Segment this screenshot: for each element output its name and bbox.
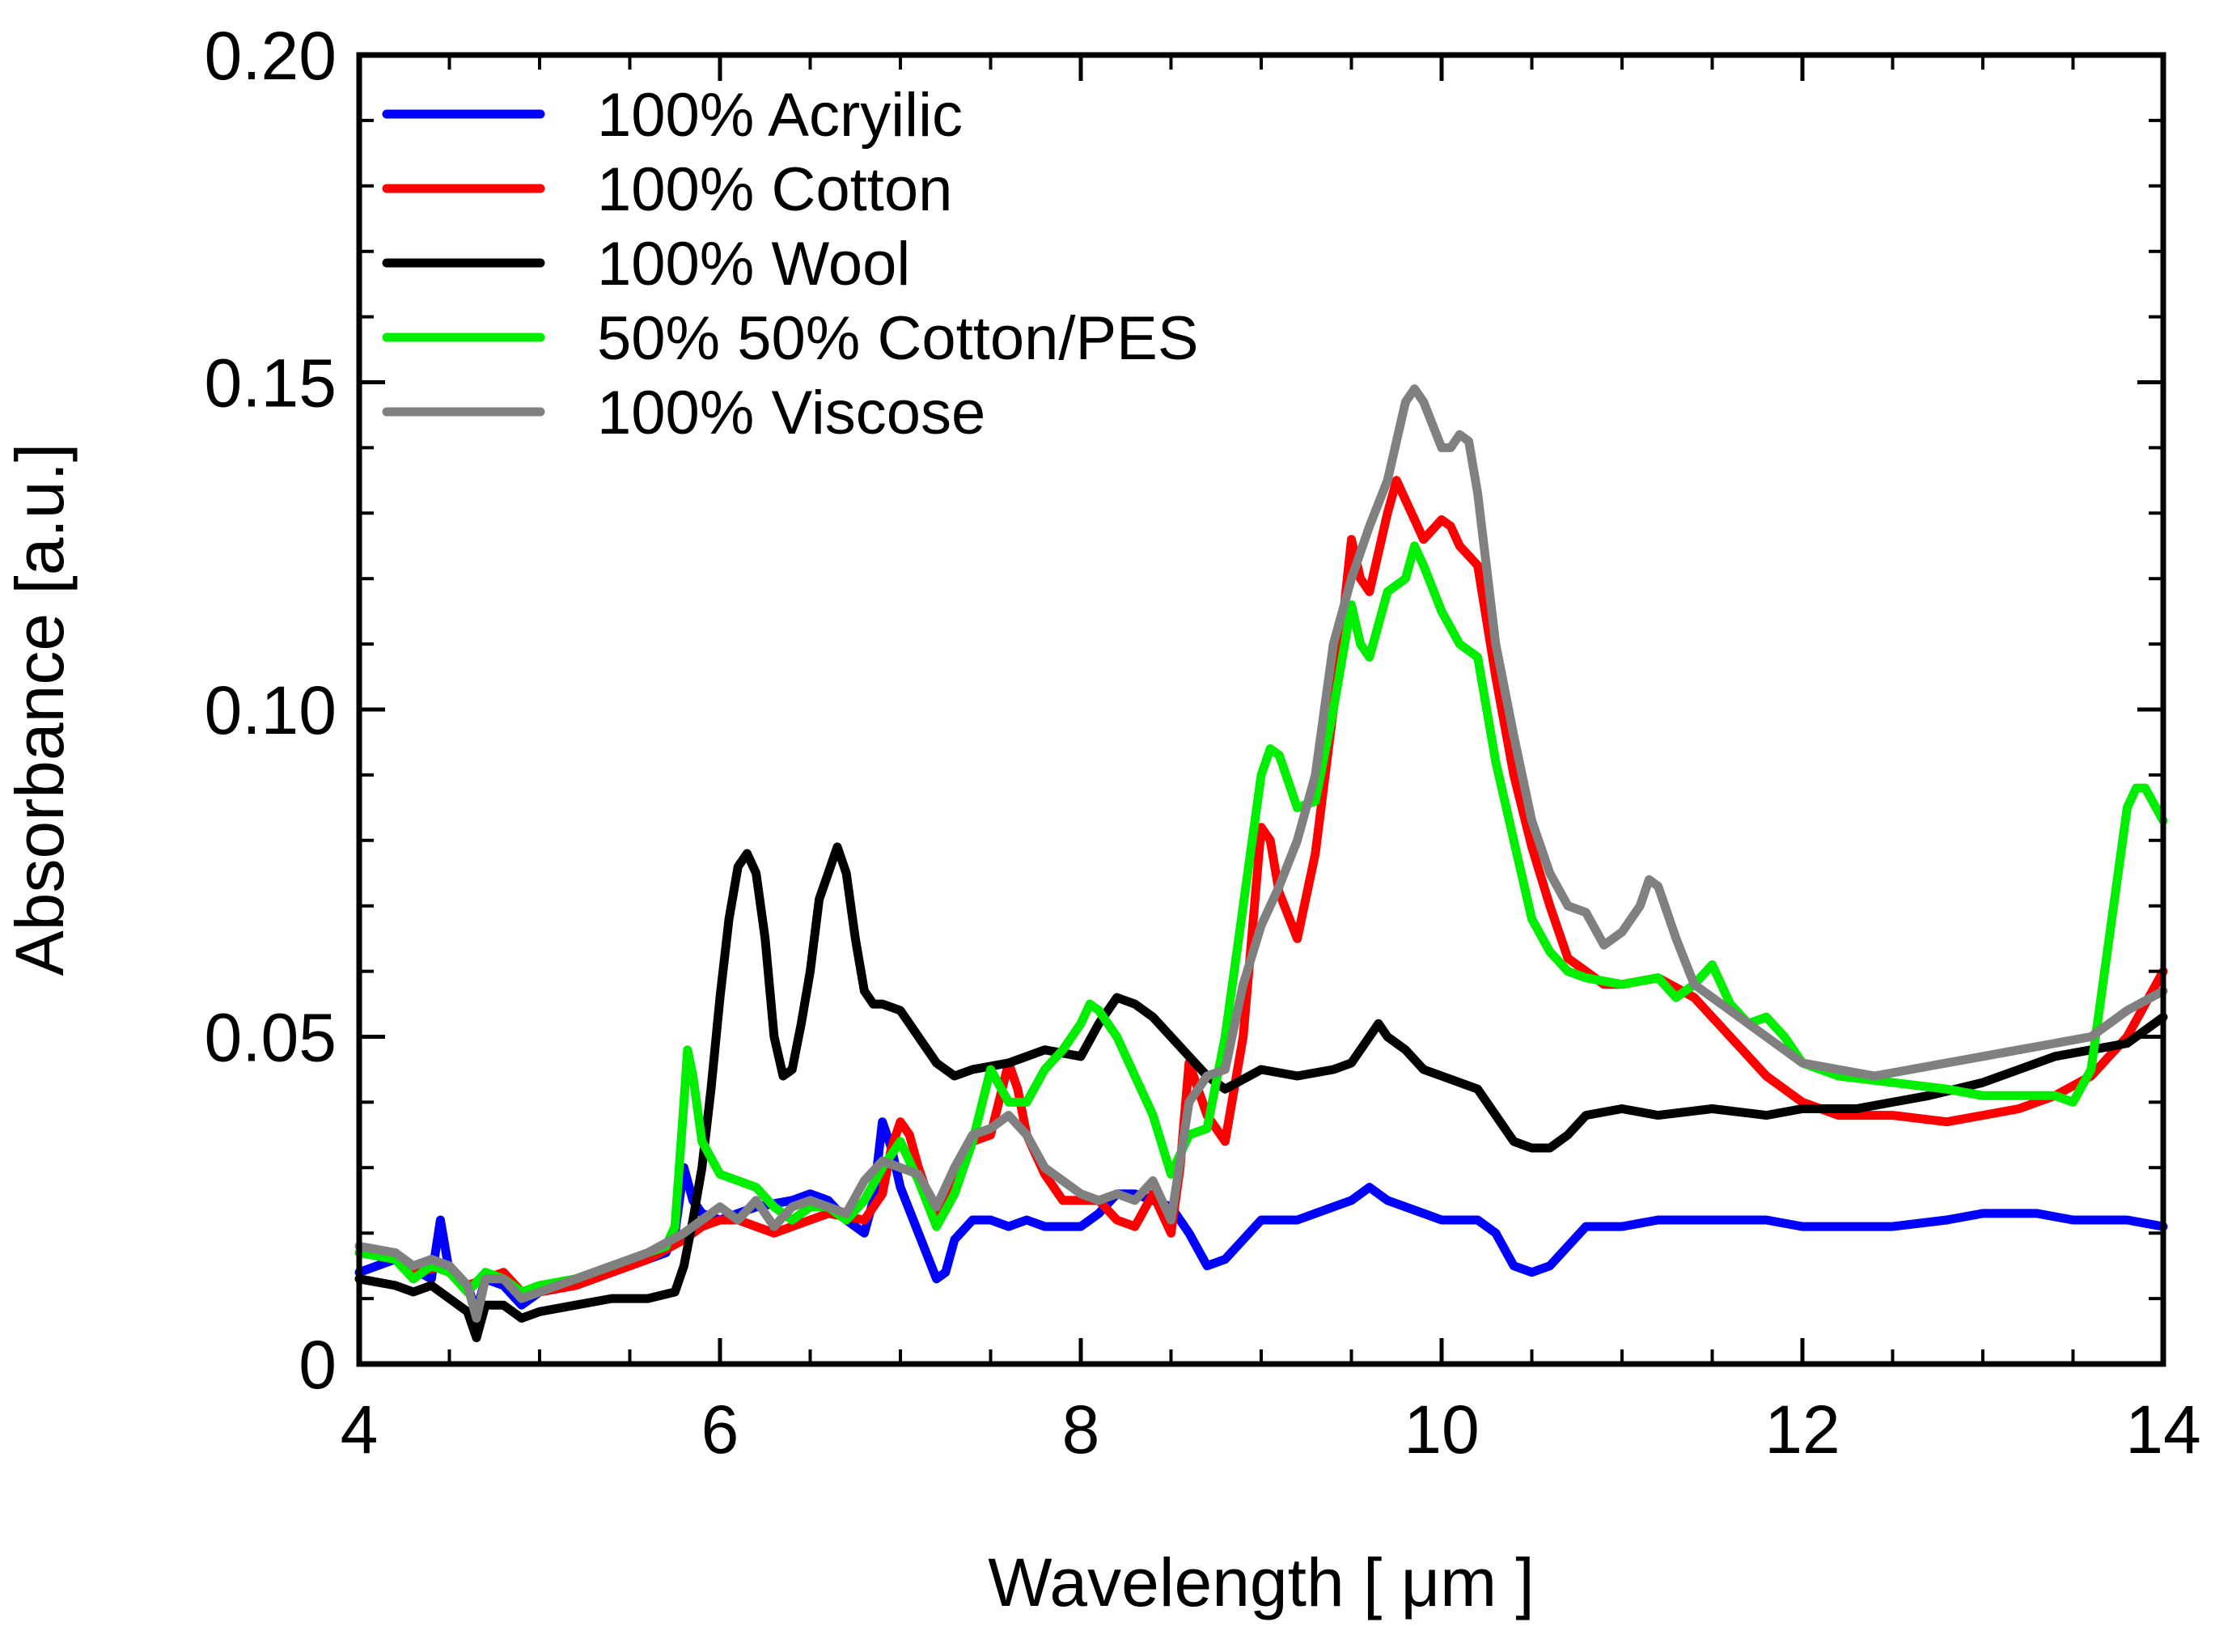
legend-label: 50% 50% Cotton/PES	[597, 304, 1199, 373]
x-tick-label: 12	[1764, 1391, 1840, 1468]
x-tick-label: 14	[2125, 1391, 2200, 1468]
y-tick-label: 0.20	[205, 18, 337, 94]
series-line-4	[354, 541, 2168, 1297]
series-line-2	[354, 476, 2168, 1297]
series-line-5	[354, 384, 2168, 1323]
legend-label: 100% Wool	[597, 230, 910, 299]
axis-labels: Wavelength [ μm ] Absorbance [a.u.]	[2, 443, 1535, 1620]
x-tick-label: 8	[1062, 1391, 1100, 1468]
y-tick-label: 0.10	[205, 672, 337, 748]
series-line-3	[354, 842, 2168, 1343]
series-line-1	[354, 1117, 2168, 1316]
series-layer	[354, 384, 2168, 1343]
y-tick-label: 0	[299, 1327, 337, 1403]
x-tick-label: 4	[341, 1391, 379, 1468]
legend-label: 100% Acryilic	[597, 81, 963, 150]
x-tick-label: 6	[701, 1391, 739, 1468]
plot-frame	[356, 52, 2166, 1367]
y-tick-label: 0.05	[205, 1000, 337, 1076]
x-axis-title: Wavelength [ μm ]	[988, 1544, 1535, 1620]
legend-label: 100% Cotton	[597, 155, 952, 224]
y-tick-label: 0.15	[205, 345, 337, 421]
x-tick-label: 10	[1404, 1391, 1479, 1468]
legend-label: 100% Viscose	[597, 379, 985, 447]
ticks-layer: 4 6 8 10 12 14 0 0.05 0.10 0.15 0.20	[205, 18, 2201, 1468]
y-axis-title: Absorbance [a.u.]	[2, 443, 78, 976]
